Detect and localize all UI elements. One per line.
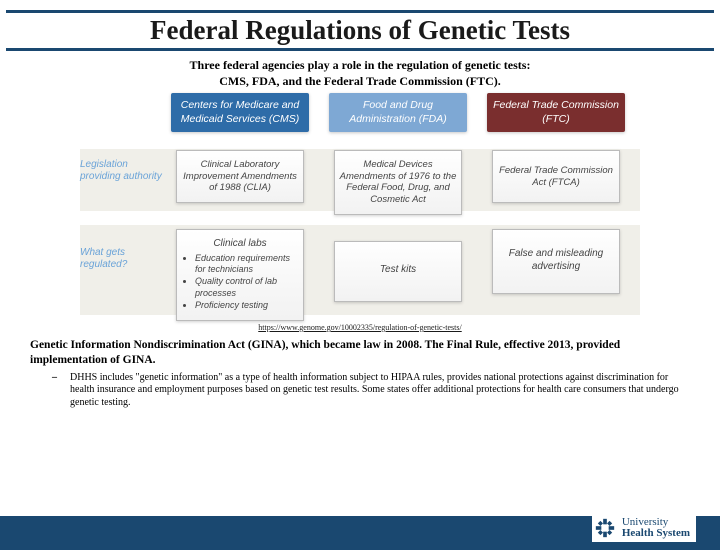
- gina-body: – DHHS includes "genetic information" as…: [70, 372, 690, 410]
- subtitle-line1: Three federal agencies play a role in th…: [190, 58, 531, 72]
- authority-ftc: Federal Trade Commission Act (FTCA): [492, 150, 620, 204]
- authority-cms: Clinical Laboratory Improvement Amendmen…: [176, 150, 304, 204]
- regulated-cms: Clinical labs Education requirements for…: [176, 229, 304, 321]
- subtitle-line2: CMS, FDA, and the Federal Trade Commissi…: [219, 74, 501, 88]
- agency-fda: Food and Drug Administration (FDA): [329, 93, 467, 131]
- logo-line2: Health System: [622, 528, 690, 540]
- regulated-ftc-header: False and misleading advertising: [499, 248, 613, 273]
- row-label-legislation: Legislation providing authority: [80, 159, 162, 183]
- regulated-ftc: False and misleading advertising: [492, 229, 620, 294]
- regulated-cms-header: Clinical labs: [183, 238, 297, 251]
- col-fda: Food and Drug Administration (FDA) Medic…: [328, 93, 468, 321]
- citation-link[interactable]: https://www.genome.gov/10002335/regulati…: [0, 323, 720, 332]
- logo: University Health System: [592, 515, 696, 542]
- agency-diagram: Legislation providing authority What get…: [80, 93, 640, 321]
- gina-body-text: DHHS includes "genetic information" as a…: [70, 372, 679, 408]
- regulated-cms-item: Education requirements for technicians: [195, 253, 297, 276]
- regulated-cms-item: Quality control of lab processes: [195, 276, 297, 299]
- col-cms: Centers for Medicare and Medicaid Servic…: [170, 93, 310, 321]
- bullet-dash: –: [52, 372, 57, 385]
- gina-heading: Genetic Information Nondiscrimination Ac…: [30, 338, 690, 368]
- regulated-fda: Test kits: [334, 241, 462, 302]
- subtitle: Three federal agencies play a role in th…: [80, 57, 640, 89]
- title-bar: Federal Regulations of Genetic Tests: [6, 10, 714, 51]
- col-ftc: Federal Trade Commission (FTC) Federal T…: [486, 93, 626, 321]
- regulated-cms-item: Proficiency testing: [195, 300, 297, 311]
- page-title: Federal Regulations of Genetic Tests: [6, 15, 714, 46]
- regulated-fda-header: Test kits: [341, 264, 455, 277]
- agency-ftc: Federal Trade Commission (FTC): [487, 93, 625, 131]
- row-label-regulated: What gets regulated?: [80, 247, 162, 271]
- logo-icon: [594, 517, 616, 539]
- authority-fda: Medical Devices Amendments of 1976 to th…: [334, 150, 462, 216]
- logo-text: University Health System: [622, 517, 690, 540]
- agency-cms: Centers for Medicare and Medicaid Servic…: [171, 93, 309, 131]
